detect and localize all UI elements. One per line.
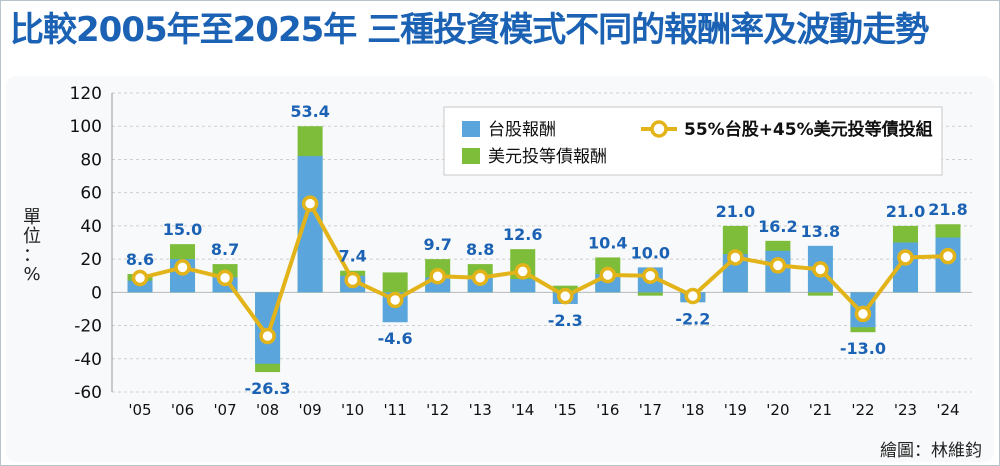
portfolio-marker bbox=[769, 257, 787, 274]
bar-tw-stock bbox=[935, 237, 961, 293]
y-axis-label-char: % bbox=[23, 264, 41, 285]
data-label: 10.4 bbox=[588, 233, 627, 252]
y-tick-label: 100 bbox=[70, 117, 102, 137]
x-tick-label: '15 bbox=[554, 401, 577, 419]
x-tick-label: '22 bbox=[851, 401, 874, 419]
y-axis-label: 單 位 ： % bbox=[22, 208, 42, 284]
legend-swatch-us bbox=[462, 148, 480, 164]
portfolio-marker bbox=[216, 269, 234, 287]
x-tick-label: '18 bbox=[681, 401, 704, 419]
y-tick-label: 80 bbox=[80, 150, 102, 170]
y-tick-label: -40 bbox=[74, 350, 102, 370]
portfolio-marker bbox=[344, 271, 361, 289]
x-tick-label: '23 bbox=[894, 401, 917, 419]
portfolio-marker bbox=[259, 327, 276, 345]
data-label: 21.0 bbox=[716, 202, 755, 221]
y-axis-label-char: 單 bbox=[23, 207, 41, 228]
bar-us-bond bbox=[637, 292, 663, 296]
x-tick-label: '12 bbox=[426, 401, 449, 419]
y-tick-label: -20 bbox=[74, 317, 102, 337]
x-tick-label: '08 bbox=[256, 401, 279, 419]
legend-swatch-tw bbox=[462, 121, 480, 137]
portfolio-marker bbox=[939, 247, 957, 265]
x-tick-label: '21 bbox=[809, 401, 832, 419]
data-label: 15.0 bbox=[163, 220, 202, 239]
data-label: 8.7 bbox=[211, 240, 239, 259]
data-label: 21.0 bbox=[886, 202, 925, 221]
portfolio-marker bbox=[599, 266, 617, 284]
legend-label-tw: 台股報酬 bbox=[488, 120, 556, 140]
portfolio-marker bbox=[684, 287, 702, 305]
portfolio-marker bbox=[301, 195, 319, 212]
portfolio-marker bbox=[386, 291, 404, 309]
y-tick-label: 60 bbox=[80, 184, 102, 204]
y-tick-label: 40 bbox=[80, 217, 102, 237]
x-tick-label: '06 bbox=[171, 401, 194, 419]
y-tick-label: 0 bbox=[91, 283, 102, 303]
x-tick-label: '11 bbox=[384, 401, 407, 419]
data-label: 16.2 bbox=[758, 217, 797, 236]
x-tick-label: '16 bbox=[596, 401, 619, 419]
portfolio-marker bbox=[812, 261, 829, 278]
bar-tw-stock bbox=[127, 280, 153, 293]
bar-us-bond bbox=[807, 292, 833, 296]
data-label: 21.8 bbox=[928, 200, 967, 219]
x-tick-label: '14 bbox=[511, 401, 534, 419]
legend-label-portfolio: 55%台股+45%美元投等債投組 bbox=[684, 119, 933, 140]
portfolio-marker bbox=[514, 263, 531, 280]
data-label: 53.4 bbox=[290, 102, 329, 121]
bar-us-bond bbox=[382, 272, 408, 293]
x-tick-label: '05 bbox=[128, 401, 151, 419]
x-tick-label: '07 bbox=[213, 401, 236, 419]
portfolio-marker bbox=[471, 269, 489, 286]
data-label: -4.6 bbox=[378, 329, 413, 348]
legend-marker-portfolio bbox=[650, 120, 668, 138]
x-tick-label: '20 bbox=[766, 401, 789, 419]
legend-label-us: 美元投等債報酬 bbox=[488, 147, 607, 167]
bar-tw-stock bbox=[510, 279, 536, 293]
x-tick-label: '24 bbox=[936, 401, 959, 419]
portfolio-marker bbox=[727, 249, 744, 266]
data-label: -26.3 bbox=[245, 379, 291, 398]
y-axis-label-char: ： bbox=[23, 245, 41, 266]
x-tick-label: '17 bbox=[639, 401, 662, 419]
portfolio-marker bbox=[642, 267, 659, 284]
portfolio-marker bbox=[174, 259, 191, 276]
y-tick-label: 120 bbox=[70, 84, 102, 104]
x-tick-label: '19 bbox=[724, 401, 747, 419]
portfolio-marker bbox=[557, 287, 574, 305]
legend-box bbox=[443, 106, 943, 176]
data-label: 12.6 bbox=[503, 225, 542, 244]
y-axis-label-char: 位 bbox=[23, 226, 41, 247]
chart-title: 比較2005年至2025年 三種投資模式不同的報酬率及波動走勢 bbox=[10, 10, 929, 50]
credit-text: 繪圖：林維鈞 bbox=[880, 441, 982, 461]
data-label: -13.0 bbox=[840, 339, 886, 358]
y-tick-label: -60 bbox=[74, 383, 102, 403]
portfolio-marker bbox=[854, 305, 872, 323]
x-tick-label: '09 bbox=[298, 401, 321, 419]
data-label: 7.4 bbox=[338, 247, 366, 266]
portfolio-marker bbox=[897, 249, 914, 266]
bar-tw-stock bbox=[297, 156, 323, 293]
data-label: 13.8 bbox=[801, 222, 840, 241]
data-label: 8.6 bbox=[126, 250, 154, 269]
y-tick-label: 20 bbox=[80, 250, 102, 270]
portfolio-marker bbox=[429, 267, 446, 285]
data-label: 8.8 bbox=[466, 240, 494, 259]
x-tick-label: '10 bbox=[341, 401, 364, 419]
portfolio-marker bbox=[131, 269, 149, 287]
data-label: 9.7 bbox=[424, 235, 452, 254]
data-label: -2.2 bbox=[675, 309, 710, 328]
data-label: 10.0 bbox=[631, 243, 670, 262]
x-tick-label: '13 bbox=[469, 401, 492, 419]
data-label: -2.3 bbox=[548, 311, 583, 330]
